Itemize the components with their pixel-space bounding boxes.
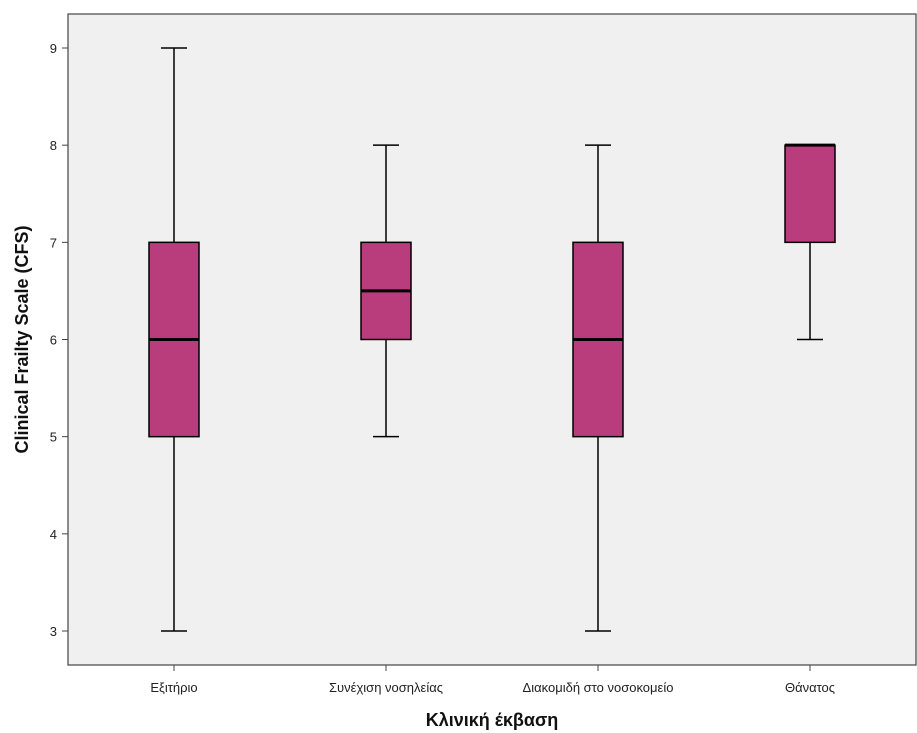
y-tick-label: 7 bbox=[50, 235, 57, 250]
y-tick-label: 6 bbox=[50, 333, 57, 348]
y-tick-label: 8 bbox=[50, 138, 57, 153]
x-axis-ticks: Εξιτήριο Συνέχιση νοσηλείας Διακομιδή στο … bbox=[150, 665, 835, 695]
box bbox=[784, 144, 836, 244]
box-series bbox=[148, 47, 836, 632]
x-tick-label: Συνέχιση νοσηλείας bbox=[329, 680, 443, 695]
x-tick-label: Θάνατος bbox=[785, 680, 835, 695]
plot-area bbox=[67, 13, 917, 666]
box-group bbox=[784, 143, 836, 341]
x-tick-label: Διακομιδή στο νοσοκομείο bbox=[523, 680, 674, 695]
x-axis-title: Κλινική έκβαση bbox=[426, 710, 559, 730]
y-tick-label: 9 bbox=[50, 41, 57, 56]
y-axis-ticks: 3 4 5 6 7 8 9 bbox=[50, 41, 68, 639]
y-tick-label: 3 bbox=[50, 624, 57, 639]
y-tick-label: 5 bbox=[50, 430, 57, 445]
box-group bbox=[572, 144, 624, 632]
box-group bbox=[148, 47, 200, 632]
y-axis-title: Clinical Frailty Scale (CFS) bbox=[12, 225, 32, 453]
y-tick-label: 4 bbox=[50, 527, 57, 542]
box-group bbox=[360, 144, 412, 438]
x-tick-label: Εξιτήριο bbox=[150, 680, 197, 695]
